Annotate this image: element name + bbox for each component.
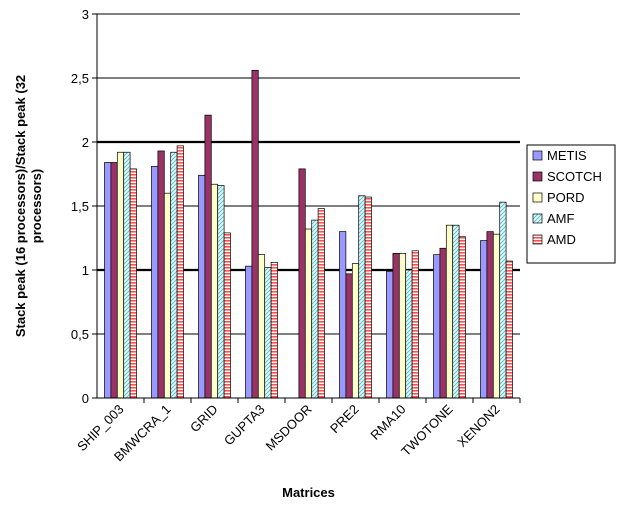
bar-scotch-rma10 [392, 253, 400, 399]
legend-label-metis: METIS [547, 148, 587, 163]
bar-amd-pre2 [364, 196, 372, 399]
bar-metis-ship_003 [104, 162, 112, 399]
bar-pord-ship_003 [116, 151, 125, 399]
bar-amf-twotone [452, 224, 460, 399]
bar-scotch-grid [204, 114, 212, 399]
bar-metis-grid [198, 174, 206, 399]
bar-pord-xenon2 [492, 233, 501, 399]
legend-swatch-amf [532, 213, 543, 224]
bar-pord-twotone [445, 224, 454, 399]
bar-amd-gupta3 [270, 261, 278, 399]
y-tick-label: 1,5 [71, 199, 89, 214]
bar-amd-xenon2 [505, 260, 513, 399]
legend-label-pord: PORD [547, 190, 585, 205]
bar-amd-grid [223, 232, 231, 399]
bar-amf-bmwcra_1 [170, 151, 178, 399]
y-tick-labels: 0 0,5 1 1,5 2 2,5 3 [71, 7, 89, 406]
bar-pord-bmwcra_1 [163, 192, 172, 399]
bar-amd-ship_003 [129, 168, 137, 399]
x-tick-label: TWOTONE [398, 401, 456, 459]
bar-scotch-bmwcra_1 [157, 150, 165, 399]
bar-amf-pre2 [358, 195, 366, 399]
legend-swatch-pord [532, 192, 543, 203]
y-tick-label: 2 [82, 135, 89, 150]
bar-scotch-ship_003 [110, 162, 118, 399]
bar-pord-rma10 [398, 253, 407, 399]
axes [92, 13, 521, 403]
x-axis-title: Matrices [282, 485, 335, 500]
bar-pord-msdoor [304, 228, 313, 399]
legend-label-amd: AMD [547, 232, 576, 247]
bar-metis-gupta3 [245, 265, 253, 399]
y-tick-label: 0 [82, 391, 89, 406]
legend-swatch-amd [532, 234, 543, 245]
bar-amf-gupta3 [264, 267, 272, 399]
x-tick-label: MSDOOR [263, 402, 315, 454]
y-tick-label: 3 [82, 7, 89, 22]
x-tick-label: GRID [187, 402, 221, 436]
legend-label-amf: AMF [547, 211, 575, 226]
bar-amd-msdoor [317, 208, 325, 399]
y-tick-label: 1 [82, 263, 89, 278]
bar-amd-rma10 [411, 250, 419, 399]
legend-swatch-metis [532, 150, 543, 161]
bar-amd-bmwcra_1 [176, 145, 184, 399]
legend: METIS SCOTCH PORD AMF AMD [526, 144, 616, 264]
y-axis-title-line-1: Stack peak (16 processors)/Stack peak (3… [13, 75, 28, 337]
bar-pord-pre2 [351, 263, 360, 399]
bar-metis-bmwcra_1 [151, 165, 159, 399]
bar-amd-twotone [458, 236, 466, 399]
y-tick-label: 0,5 [71, 327, 89, 342]
bar-pord-grid [210, 183, 219, 399]
legend-label-scotch: SCOTCH [547, 169, 602, 184]
bar-amf-msdoor [311, 219, 319, 399]
legend-swatch-scotch [532, 171, 543, 182]
y-axis-title-line-2: processors) [29, 169, 44, 243]
bar-metis-rma10 [386, 270, 394, 399]
x-tick-label: RMA10 [367, 402, 408, 443]
bar-metis-xenon2 [480, 240, 488, 399]
bar-amf-xenon2 [499, 201, 507, 399]
bar-scotch-xenon2 [486, 231, 494, 399]
y-tick-label: 2,5 [71, 71, 89, 86]
bar-metis-twotone [433, 254, 441, 399]
bar-amf-grid [217, 185, 225, 399]
x-tick-label: GUPTA3 [221, 402, 268, 449]
bar-amf-ship_003 [123, 151, 131, 399]
bar-pord-gupta3 [257, 254, 266, 399]
bars [104, 69, 513, 399]
bar-scotch-twotone [439, 247, 447, 399]
bar-scotch-pre2 [345, 273, 353, 399]
bar-scotch-gupta3 [251, 69, 259, 399]
bar-metis-pre2 [339, 231, 347, 399]
bar-amf-rma10 [405, 269, 413, 399]
bar-scotch-msdoor [298, 168, 306, 399]
x-tick-label: XENON2 [454, 402, 502, 450]
x-tick-label: PRE2 [327, 402, 362, 437]
